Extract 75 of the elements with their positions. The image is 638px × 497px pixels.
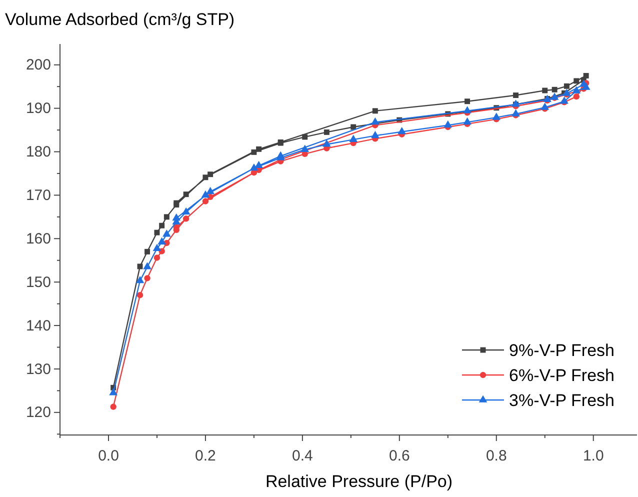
point [540,102,550,110]
point [464,98,470,104]
point [110,404,116,410]
point [324,129,330,135]
point [182,216,190,222]
point [154,230,160,236]
y-tick-label: 150 [26,274,51,291]
point [552,86,558,92]
x-tick-label: 0.8 [486,448,507,464]
point [572,86,581,94]
x-tick-label: 0.2 [195,448,216,464]
point [560,96,568,104]
point [492,112,501,120]
point [300,144,310,152]
point [562,88,571,96]
point [350,124,356,130]
point [164,214,170,220]
point [371,130,380,138]
point [144,248,150,254]
point [152,244,162,252]
point [183,192,189,198]
point [371,117,380,125]
point [251,149,257,155]
point [564,83,570,89]
point [202,174,208,180]
point [256,146,262,152]
point [143,262,152,270]
point [583,72,589,78]
y-tick-label: 160 [26,230,51,248]
x-axis-title: Relative Pressure (P/Po) [265,472,453,491]
point [444,120,452,128]
y-tick-label: 140 [26,317,51,334]
legend-label: 3%-V-P Fresh [509,391,615,410]
point [349,134,358,142]
x-tick-label: 0.6 [388,448,410,464]
point [109,388,118,396]
point [574,78,580,84]
point [154,254,160,261]
point [162,229,171,237]
y-axis-title: Volume Adsorbed (cm³/g STP) [5,10,235,29]
point [463,117,472,125]
x-tick-label: 0.4 [292,448,313,464]
point [573,93,580,100]
point [513,92,519,98]
point [137,264,143,270]
point [144,275,150,282]
y-tick-label: 200 [26,56,51,74]
point [542,88,548,94]
point [372,108,378,114]
point [206,186,214,194]
point [136,276,144,284]
point [136,292,144,298]
point [302,134,308,140]
point [398,126,406,134]
y-tick-label: 120 [26,404,51,422]
point [182,207,190,215]
y-tick-label: 190 [26,100,51,118]
point [158,237,166,245]
y-tick-label: 170 [26,186,51,204]
point [208,172,214,178]
y-tick-label: 180 [26,144,51,161]
point [201,190,210,198]
point [159,222,165,228]
y-tick-label: 130 [26,360,51,378]
x-tick-label: 0.0 [98,448,119,464]
point [512,109,520,116]
point [202,198,209,204]
legend-label: 9%-V-P Fresh [509,341,615,360]
point [254,160,263,168]
point [172,213,181,221]
legend-label: 6%-V-P Fresh [509,366,615,385]
point [250,163,258,171]
point [322,140,331,147]
x-tick-label: 1.0 [582,448,604,464]
point [463,106,472,114]
